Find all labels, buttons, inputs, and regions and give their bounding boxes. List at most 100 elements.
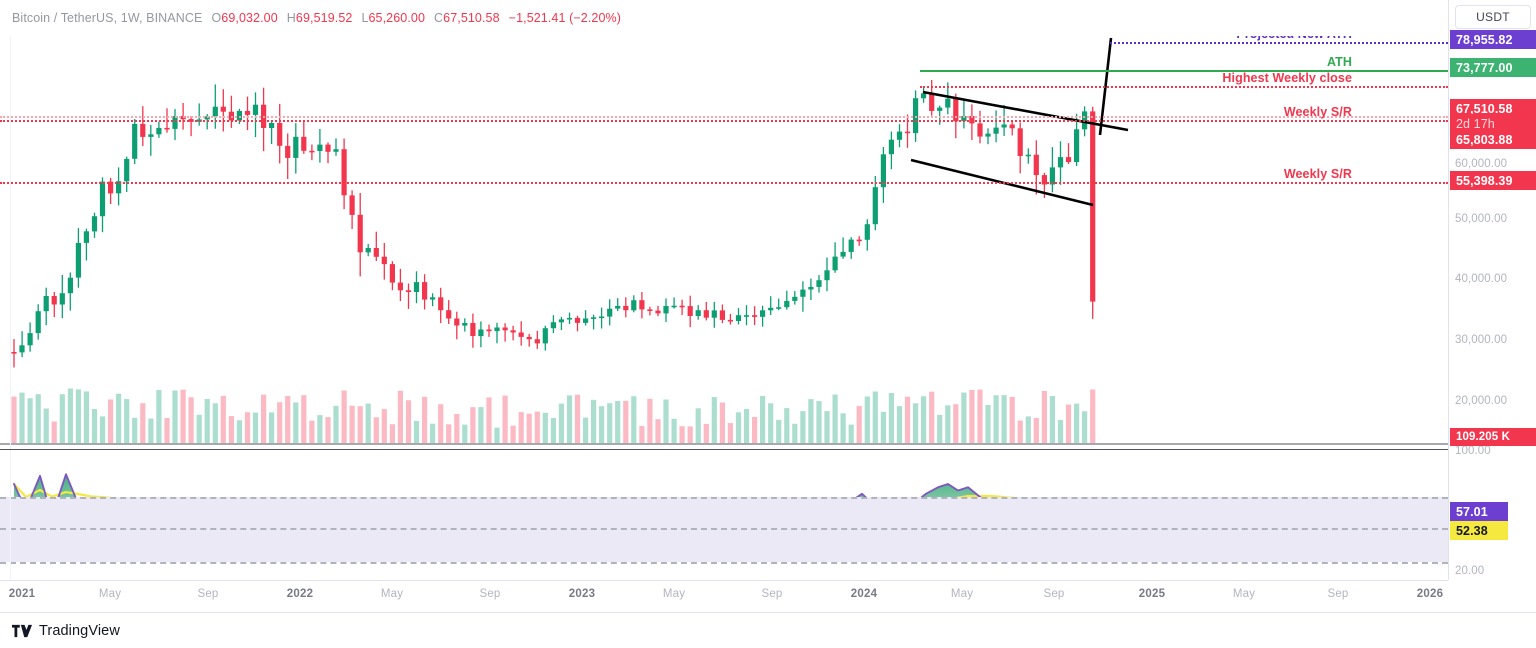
volume-bar [172, 390, 178, 443]
price-axis-tick: 20,000.00 [1455, 395, 1508, 407]
volume-bar [413, 421, 420, 443]
ath-line[interactable] [920, 70, 1448, 72]
low-key: L [361, 11, 369, 25]
price-axis-pill[interactable]: 2d 17h [1450, 114, 1536, 133]
volume-bar [1074, 403, 1080, 443]
weekly-sr-faint-line[interactable] [0, 116, 1448, 118]
volume-bar [953, 404, 959, 443]
volume-bar [373, 417, 379, 443]
rsi-axis-pill[interactable]: 57.01 [1450, 502, 1508, 521]
volume-bar [212, 403, 218, 443]
ath-label: ATH [1326, 55, 1352, 69]
volume-bar [381, 409, 387, 443]
volume-bar [59, 394, 65, 443]
volume-bar [534, 411, 540, 443]
candle-body [413, 282, 420, 292]
volume-bar [75, 389, 81, 443]
volume-bar [961, 392, 967, 443]
candle-body [711, 310, 717, 318]
candle-body [743, 315, 750, 317]
volume-bar [349, 405, 355, 443]
change-value: −1,521.41 (−2.20%) [508, 11, 621, 25]
price-axis-pill[interactable]: 73,777.00 [1450, 58, 1536, 77]
candle-body [856, 239, 862, 242]
candle-body [776, 307, 782, 309]
price-pane[interactable]: Projected New ATHATHHighest Weekly close… [0, 0, 1448, 450]
volume-bar [583, 417, 589, 443]
volume-bar [727, 423, 733, 443]
candle-body [365, 248, 371, 253]
projected-new-ath-line[interactable] [1110, 42, 1448, 44]
candle-body [583, 318, 589, 323]
candle-body [1033, 154, 1039, 176]
price-axis-pill[interactable]: 78,955.82 [1450, 30, 1536, 49]
volume-bar [655, 419, 661, 443]
volume-bar [760, 396, 766, 443]
time-axis[interactable]: 2021 May Sep 2022 May Sep 2023 May Sep 2024 May Sep… [0, 581, 1536, 613]
price-axis-pill[interactable]: 67,510.58 [1450, 99, 1536, 118]
rsi-level-lower [0, 562, 1448, 564]
close-value: 67,510.58 [443, 11, 500, 25]
highest-weekly-close-line[interactable] [920, 86, 1448, 88]
time-axis-tick: May [950, 588, 974, 600]
candle-body [760, 310, 766, 317]
candle-body [607, 308, 613, 317]
time-axis-tick: May [662, 588, 686, 600]
volume-bar [228, 416, 234, 443]
candle-body [904, 131, 911, 134]
candle-body [808, 286, 814, 290]
rsi-level-upper [0, 497, 1448, 499]
candle-body [768, 307, 774, 311]
rsi-pane[interactable] [0, 451, 1448, 580]
volume-bar [438, 404, 444, 443]
price-axis-pill[interactable]: 55,398.39 [1450, 171, 1536, 190]
candle-body [99, 181, 106, 217]
pane-separator[interactable] [0, 449, 1448, 450]
price-axis-pill[interactable]: 65,803.88 [1450, 130, 1536, 149]
candle-body [510, 330, 516, 333]
volume-bar [824, 411, 830, 443]
time-axis-tick: 2024 [850, 588, 878, 600]
time-axis-tick: Sep [197, 588, 219, 600]
pane-left-border [10, 0, 11, 580]
channel-upper-trendline[interactable] [922, 90, 1129, 132]
weekly-sr-upper-line[interactable] [0, 120, 1448, 122]
candle-body [293, 136, 299, 158]
weekly-sr-lower-line[interactable] [0, 182, 1448, 184]
candle-body [542, 328, 548, 344]
volume-bar [1025, 416, 1031, 443]
volume-bar [502, 395, 508, 443]
volume-bar [486, 397, 492, 443]
symbol-title[interactable]: Bitcoin / TetherUS, 1W, BINANCE [12, 11, 203, 25]
volume-bar [945, 405, 951, 443]
volume-bar [164, 418, 170, 443]
candle-body [558, 319, 564, 323]
rsi-axis-pill[interactable]: 52.38 [1450, 521, 1508, 540]
volume-bar [140, 403, 146, 443]
volume-bar [808, 399, 814, 443]
volume-bar [985, 405, 991, 443]
price-axis[interactable]: USDT 60,000.00 50,000.00 40,000.00 30,000.0… [1448, 0, 1536, 580]
chart-legend[interactable]: Bitcoin / TetherUS, 1W, BINANCE O69,032.… [0, 0, 1448, 36]
price-axis-tick: 30,000.00 [1455, 334, 1508, 346]
candle-body [832, 256, 838, 271]
volume-bar [317, 415, 323, 443]
currency-badge[interactable]: USDT [1455, 5, 1531, 29]
volume-bar [156, 390, 162, 443]
volume-bar [719, 402, 725, 443]
volume-bar [116, 393, 122, 443]
volume-bar [277, 402, 283, 443]
candle-body [961, 116, 967, 122]
volume-bar [1017, 420, 1023, 443]
volume-bar [261, 394, 267, 443]
volume-bar [687, 426, 693, 443]
volume-axis-pill[interactable]: 109.205 K [1450, 428, 1536, 446]
volume-bar [1033, 418, 1039, 443]
tradingview-logo-icon [12, 624, 32, 637]
candle-body [888, 139, 894, 155]
volume-bar [325, 417, 331, 443]
candle-body [75, 242, 81, 278]
volume-bar [27, 398, 33, 443]
volume-bar [309, 420, 315, 443]
